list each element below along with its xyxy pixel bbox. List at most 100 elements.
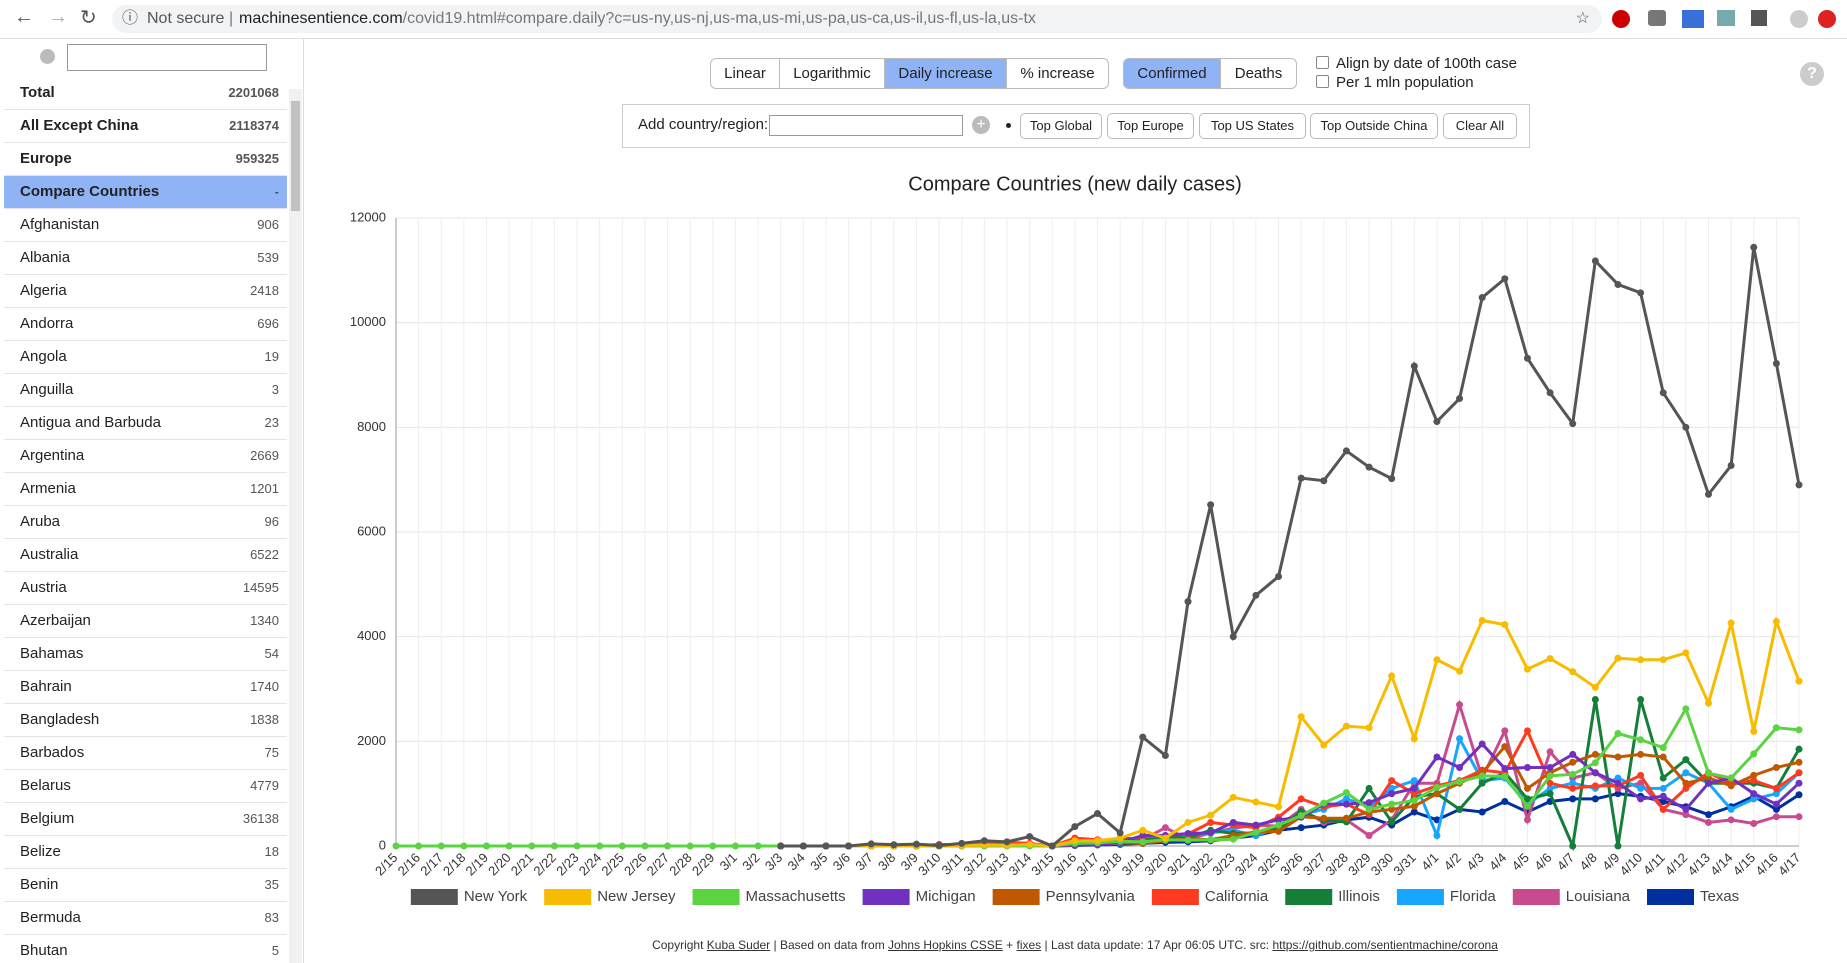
country-row[interactable]: Belgium 36138 — [4, 803, 287, 836]
scrollbar-thumb[interactable] — [291, 101, 300, 211]
checkbox[interactable] — [1316, 56, 1329, 69]
point — [958, 839, 966, 847]
country-row[interactable]: Anguilla 3 — [4, 374, 287, 407]
point — [1207, 829, 1215, 837]
point — [1320, 799, 1328, 807]
country-row[interactable]: Austria 14595 — [4, 572, 287, 605]
country-row[interactable]: Total 2201068 — [4, 77, 287, 110]
point — [1229, 793, 1237, 801]
toggle-button[interactable]: Daily increase — [884, 58, 1007, 89]
point — [1750, 243, 1758, 251]
toggle-button[interactable]: % increase — [1006, 58, 1109, 89]
x-tick-label: 3/6 — [830, 850, 853, 873]
quick-button[interactable]: Top Outside China — [1310, 113, 1438, 139]
extension-icon[interactable] — [1751, 10, 1767, 26]
country-row[interactable]: Benin 35 — [4, 869, 287, 902]
footer-text: | Last data update: 17 Apr 06:05 UTC. sr… — [1044, 938, 1270, 952]
point — [1207, 836, 1215, 844]
point — [1795, 791, 1803, 799]
point — [596, 842, 604, 850]
reload-button[interactable]: ↻ — [80, 7, 97, 29]
point — [1569, 770, 1577, 778]
toggle-button[interactable]: Confirmed — [1123, 58, 1221, 89]
point — [1433, 753, 1441, 761]
country-count: 23 — [264, 415, 279, 430]
quick-button[interactable]: Clear All — [1443, 113, 1517, 139]
country-row[interactable]: Bermuda 83 — [4, 902, 287, 935]
forward-button[interactable]: → — [48, 6, 68, 28]
point — [1456, 701, 1464, 709]
point — [573, 842, 581, 850]
point — [1478, 779, 1486, 787]
search-input[interactable] — [67, 44, 267, 71]
update-icon[interactable] — [1818, 10, 1836, 28]
back-button[interactable]: ← — [14, 6, 34, 28]
country-row[interactable]: Australia 6522 — [4, 539, 287, 572]
country-row[interactable]: Bhutan 5 — [4, 935, 287, 963]
y-tick-label: 0 — [379, 837, 386, 852]
country-name: Compare Countries — [20, 183, 160, 200]
country-row[interactable]: Europe 959325 — [4, 143, 287, 176]
country-row[interactable]: Bahrain 1740 — [4, 671, 287, 704]
quick-button[interactable]: Top Global — [1020, 113, 1102, 139]
add-button[interactable]: + — [972, 116, 990, 134]
country-row[interactable]: Armenia 1201 — [4, 473, 287, 506]
point — [1184, 818, 1192, 826]
country-name: Bangladesh — [20, 711, 100, 728]
country-row[interactable]: Barbados 75 — [4, 737, 287, 770]
extension-icon[interactable] — [1612, 10, 1630, 28]
country-name: Algeria — [20, 282, 67, 299]
sidebar: Total 2201068 All Except China 2118374 Europ… — [0, 39, 304, 963]
x-tick-label: 4/14 — [1707, 850, 1736, 879]
country-row[interactable]: Belize 18 — [4, 836, 287, 869]
toggle-button[interactable]: Logarithmic — [779, 58, 885, 89]
point — [664, 842, 672, 850]
country-row[interactable]: Aruba 96 — [4, 506, 287, 539]
help-button[interactable]: ? — [1800, 62, 1824, 86]
point — [1591, 769, 1599, 777]
legend-label: Louisiana — [1566, 888, 1631, 905]
toggle-button[interactable]: Linear — [710, 58, 780, 89]
bookmark-star[interactable]: ☆ — [1575, 10, 1590, 27]
country-row[interactable]: Andorra 696 — [4, 308, 287, 341]
country-row[interactable]: Compare Countries - — [4, 176, 287, 209]
chart-title: Compare Countries (new daily cases) — [908, 173, 1241, 195]
point — [1614, 779, 1622, 787]
scrollbar[interactable] — [289, 89, 302, 963]
toggle-button[interactable]: Deaths — [1220, 58, 1297, 89]
point — [1433, 656, 1441, 664]
country-row[interactable]: Argentina 2669 — [4, 440, 287, 473]
quick-button[interactable]: Top Europe — [1107, 113, 1194, 139]
add-input[interactable] — [769, 115, 963, 136]
country-row[interactable]: Belarus 4779 — [4, 770, 287, 803]
address-bar[interactable]: ⓘ Not secure | machinesentience.com/covi… — [112, 5, 1602, 33]
legend-swatch — [544, 889, 592, 905]
repo-link[interactable]: https://github.com/sentientmachine/coron… — [1272, 938, 1498, 952]
source-link[interactable]: Johns Hopkins CSSE — [888, 938, 1003, 952]
country-row[interactable]: Albania 539 — [4, 242, 287, 275]
country-row[interactable]: Antigua and Barbuda 23 — [4, 407, 287, 440]
point — [1365, 463, 1373, 471]
extension-icon[interactable] — [1648, 10, 1666, 26]
profile-icon[interactable] — [1790, 10, 1808, 28]
country-row[interactable]: Afghanistan 906 — [4, 209, 287, 242]
point — [799, 842, 807, 850]
x-tick-label: 3/7 — [852, 850, 875, 873]
country-row[interactable]: Bangladesh 1838 — [4, 704, 287, 737]
country-row[interactable]: Algeria 2418 — [4, 275, 287, 308]
extension-icon[interactable] — [1717, 10, 1735, 26]
checkbox[interactable] — [1316, 75, 1329, 88]
country-row[interactable]: All Except China 2118374 — [4, 110, 287, 143]
point — [1659, 805, 1667, 813]
fixes-link[interactable]: fixes — [1016, 938, 1042, 952]
country-row[interactable]: Azerbaijan 1340 — [4, 605, 287, 638]
author-link[interactable]: Kuba Suder — [706, 938, 771, 952]
point — [1501, 743, 1509, 751]
country-row[interactable]: Angola 19 — [4, 341, 287, 374]
y-tick-label: 4000 — [357, 628, 386, 643]
country-row[interactable]: Bahamas 54 — [4, 638, 287, 671]
point — [1501, 772, 1509, 780]
country-count: 18 — [264, 844, 279, 859]
extension-icon[interactable] — [1682, 10, 1704, 28]
quick-button[interactable]: Top US States — [1199, 113, 1306, 139]
